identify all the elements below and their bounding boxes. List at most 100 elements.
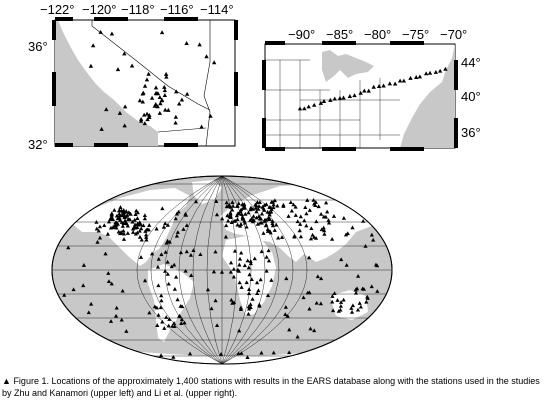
station-marker xyxy=(325,209,330,214)
station-marker xyxy=(147,223,152,227)
station-marker xyxy=(141,90,146,95)
station-marker xyxy=(311,198,316,202)
station-marker xyxy=(117,231,123,236)
world-land-south-america xyxy=(148,264,194,342)
station-marker xyxy=(313,236,319,240)
station-marker xyxy=(129,63,135,68)
station-marker xyxy=(220,216,225,221)
station-marker xyxy=(233,218,238,223)
station-marker xyxy=(307,208,312,212)
station-marker xyxy=(147,113,152,118)
station-marker xyxy=(71,287,76,292)
left-lon-label-3: −118° xyxy=(121,2,155,17)
station-marker xyxy=(291,202,296,207)
station-marker xyxy=(175,230,180,234)
station-marker xyxy=(124,329,129,333)
station-marker xyxy=(267,205,272,209)
station-marker xyxy=(249,216,254,221)
station-marker xyxy=(184,223,189,228)
station-marker xyxy=(133,212,138,216)
right-lon-label-4: −75° xyxy=(402,27,430,42)
station-marker xyxy=(307,306,312,311)
station-marker xyxy=(121,231,127,236)
station-marker xyxy=(302,218,307,223)
station-marker xyxy=(174,233,180,238)
station-marker xyxy=(114,225,119,230)
station-marker xyxy=(135,216,140,220)
station-marker xyxy=(267,229,273,233)
station-marker xyxy=(103,251,108,256)
station-marker xyxy=(163,221,168,226)
station-marker xyxy=(313,203,318,208)
station-marker xyxy=(144,235,149,239)
station-marker xyxy=(271,205,276,210)
world-map-group xyxy=(51,175,393,365)
station-marker xyxy=(408,75,413,80)
station-marker xyxy=(230,200,235,204)
station-marker xyxy=(159,252,164,257)
station-marker xyxy=(298,222,303,226)
station-marker xyxy=(247,272,252,277)
station-marker xyxy=(287,350,292,355)
station-marker xyxy=(122,104,128,109)
station-marker xyxy=(259,350,264,355)
station-marker xyxy=(224,223,229,228)
station-marker xyxy=(144,227,149,232)
station-marker xyxy=(298,214,303,219)
station-marker xyxy=(86,310,91,315)
station-marker xyxy=(191,248,196,252)
station-marker xyxy=(90,43,96,48)
station-marker xyxy=(144,237,149,242)
station-marker xyxy=(414,75,419,79)
station-marker xyxy=(160,206,165,211)
station-marker xyxy=(239,351,244,355)
station-marker xyxy=(179,321,184,326)
station-marker xyxy=(214,212,220,217)
station-marker xyxy=(338,304,343,308)
station-marker xyxy=(347,94,353,98)
station-marker xyxy=(365,296,370,300)
station-marker xyxy=(353,290,359,295)
station-marker xyxy=(133,231,139,236)
station-marker xyxy=(355,307,361,312)
station-marker xyxy=(332,291,337,296)
right-map-great-lakes xyxy=(322,50,374,82)
station-marker xyxy=(141,223,146,228)
station-marker xyxy=(264,222,269,227)
station-marker xyxy=(139,226,144,231)
station-marker xyxy=(248,305,253,309)
station-marker xyxy=(381,83,386,88)
station-marker xyxy=(159,298,164,303)
station-marker xyxy=(152,103,157,108)
station-marker xyxy=(321,225,326,230)
station-marker xyxy=(96,228,101,233)
station-marker xyxy=(157,95,163,99)
station-marker xyxy=(274,222,279,227)
station-marker xyxy=(104,107,109,112)
station-marker xyxy=(338,307,343,312)
station-marker xyxy=(182,320,187,325)
station-marker xyxy=(302,106,307,111)
station-marker xyxy=(330,299,335,304)
station-marker xyxy=(250,206,256,211)
station-marker xyxy=(254,209,259,214)
station-marker xyxy=(328,97,333,102)
station-marker xyxy=(240,215,246,220)
station-marker xyxy=(121,228,126,233)
station-marker xyxy=(330,308,336,313)
station-marker xyxy=(224,200,229,205)
station-marker xyxy=(242,263,247,268)
station-marker xyxy=(213,298,218,303)
station-marker xyxy=(339,257,344,262)
station-marker xyxy=(142,121,148,126)
station-marker xyxy=(341,297,346,302)
station-marker xyxy=(142,278,148,283)
station-marker xyxy=(213,249,218,254)
station-marker xyxy=(99,126,104,131)
station-marker xyxy=(235,267,240,272)
station-marker xyxy=(371,237,376,242)
station-marker xyxy=(177,314,182,318)
left-map-ocean xyxy=(55,20,158,146)
station-marker xyxy=(258,220,263,225)
station-marker xyxy=(235,222,240,227)
